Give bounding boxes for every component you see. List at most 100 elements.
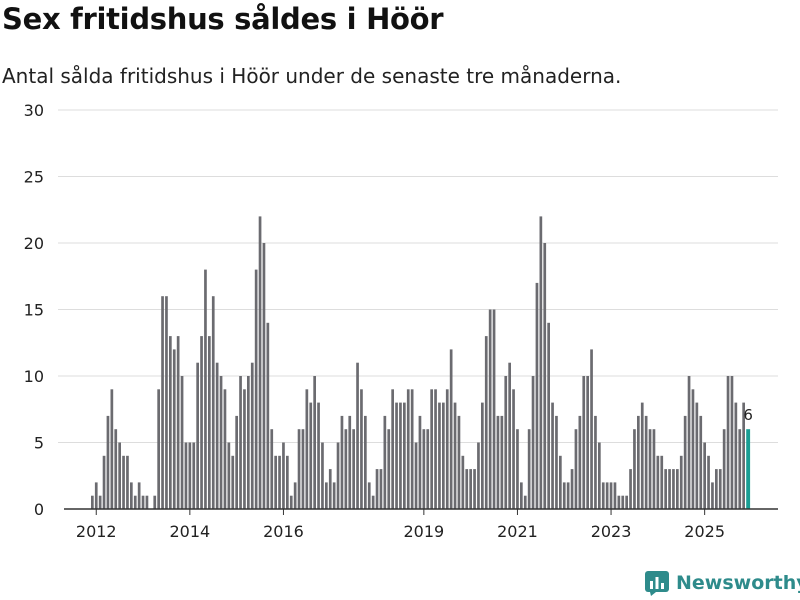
bar xyxy=(141,495,145,509)
bar xyxy=(449,349,453,509)
bar xyxy=(367,482,371,509)
bar xyxy=(126,455,129,509)
bar xyxy=(629,469,632,509)
bar xyxy=(539,216,543,509)
bar xyxy=(172,349,176,509)
bar xyxy=(445,389,449,509)
brand-name: Newsworthy xyxy=(676,572,800,594)
bar xyxy=(594,415,597,509)
x-tick-label: 2021 xyxy=(497,522,538,541)
bar xyxy=(133,495,137,509)
bar xyxy=(184,442,188,509)
bar xyxy=(364,415,367,509)
bar xyxy=(176,336,180,509)
bar-latest xyxy=(746,429,751,509)
bar xyxy=(293,482,297,509)
bar xyxy=(430,389,433,509)
bar xyxy=(208,336,211,509)
bar xyxy=(180,376,184,509)
bar xyxy=(317,402,320,509)
bar xyxy=(481,402,484,509)
bar xyxy=(531,376,535,509)
bar xyxy=(473,469,476,509)
bar xyxy=(613,482,617,509)
bar xyxy=(161,296,164,509)
bar xyxy=(465,469,469,509)
bar xyxy=(500,415,504,509)
bar xyxy=(165,296,168,509)
bar xyxy=(254,269,258,509)
x-axis: 2012 2014 2016 2019 2021 2023 2025 xyxy=(64,508,778,541)
bar xyxy=(660,455,664,509)
bar xyxy=(418,415,422,509)
y-tick-label: 10 xyxy=(24,367,44,386)
bar xyxy=(668,469,671,509)
bar xyxy=(102,455,106,509)
bar xyxy=(196,362,199,509)
bar xyxy=(652,429,656,509)
bar xyxy=(169,336,172,509)
bar xyxy=(547,322,550,509)
bar xyxy=(145,495,149,509)
bar xyxy=(586,376,589,509)
bar xyxy=(410,389,414,509)
x-tick-label: 2012 xyxy=(76,522,117,541)
bar xyxy=(715,469,718,509)
bar xyxy=(527,429,531,509)
bar xyxy=(325,482,328,509)
bar xyxy=(426,429,430,509)
bar xyxy=(687,376,691,509)
bar xyxy=(344,429,348,509)
bar xyxy=(555,415,558,509)
bar xyxy=(403,402,406,509)
bar xyxy=(422,429,426,509)
bar xyxy=(718,469,722,509)
bar xyxy=(492,309,496,509)
bar xyxy=(305,389,309,509)
chart-title: Sex fritidshus såldes i Höör xyxy=(2,2,444,36)
bar xyxy=(617,495,621,509)
bar xyxy=(453,402,457,509)
bar xyxy=(609,482,613,509)
bar xyxy=(730,376,734,509)
bar xyxy=(512,389,515,509)
bar xyxy=(406,389,410,509)
bar xyxy=(605,482,609,509)
bar xyxy=(313,376,316,509)
bar xyxy=(738,429,742,509)
bar xyxy=(231,455,235,509)
bar xyxy=(91,495,94,509)
bar xyxy=(640,402,644,509)
bar xyxy=(340,415,344,509)
bar xyxy=(699,415,703,509)
bar xyxy=(434,389,437,509)
bar xyxy=(601,482,605,509)
bar xyxy=(457,415,461,509)
bar xyxy=(383,415,387,509)
bar xyxy=(683,415,687,509)
bar xyxy=(520,482,523,509)
bar xyxy=(204,269,207,509)
bar xyxy=(535,282,539,509)
bar xyxy=(726,376,730,509)
x-tick-label: 2025 xyxy=(684,522,725,541)
bar xyxy=(137,482,141,509)
bar xyxy=(243,389,246,509)
bar xyxy=(223,389,227,509)
bar xyxy=(122,455,125,509)
bar xyxy=(106,415,110,509)
bar xyxy=(504,376,508,509)
bar xyxy=(266,322,270,509)
bar xyxy=(516,429,519,509)
bar xyxy=(309,402,313,509)
bar xyxy=(328,469,332,509)
bar xyxy=(297,429,301,509)
bar xyxy=(711,482,714,509)
bar xyxy=(438,402,441,509)
newsworthy-logo[interactable]: Newsworthy xyxy=(644,570,800,596)
x-tick-label: 2019 xyxy=(403,522,444,541)
y-tick-label: 20 xyxy=(24,234,44,253)
bar xyxy=(637,415,640,509)
bar xyxy=(211,296,215,509)
bar xyxy=(578,415,582,509)
